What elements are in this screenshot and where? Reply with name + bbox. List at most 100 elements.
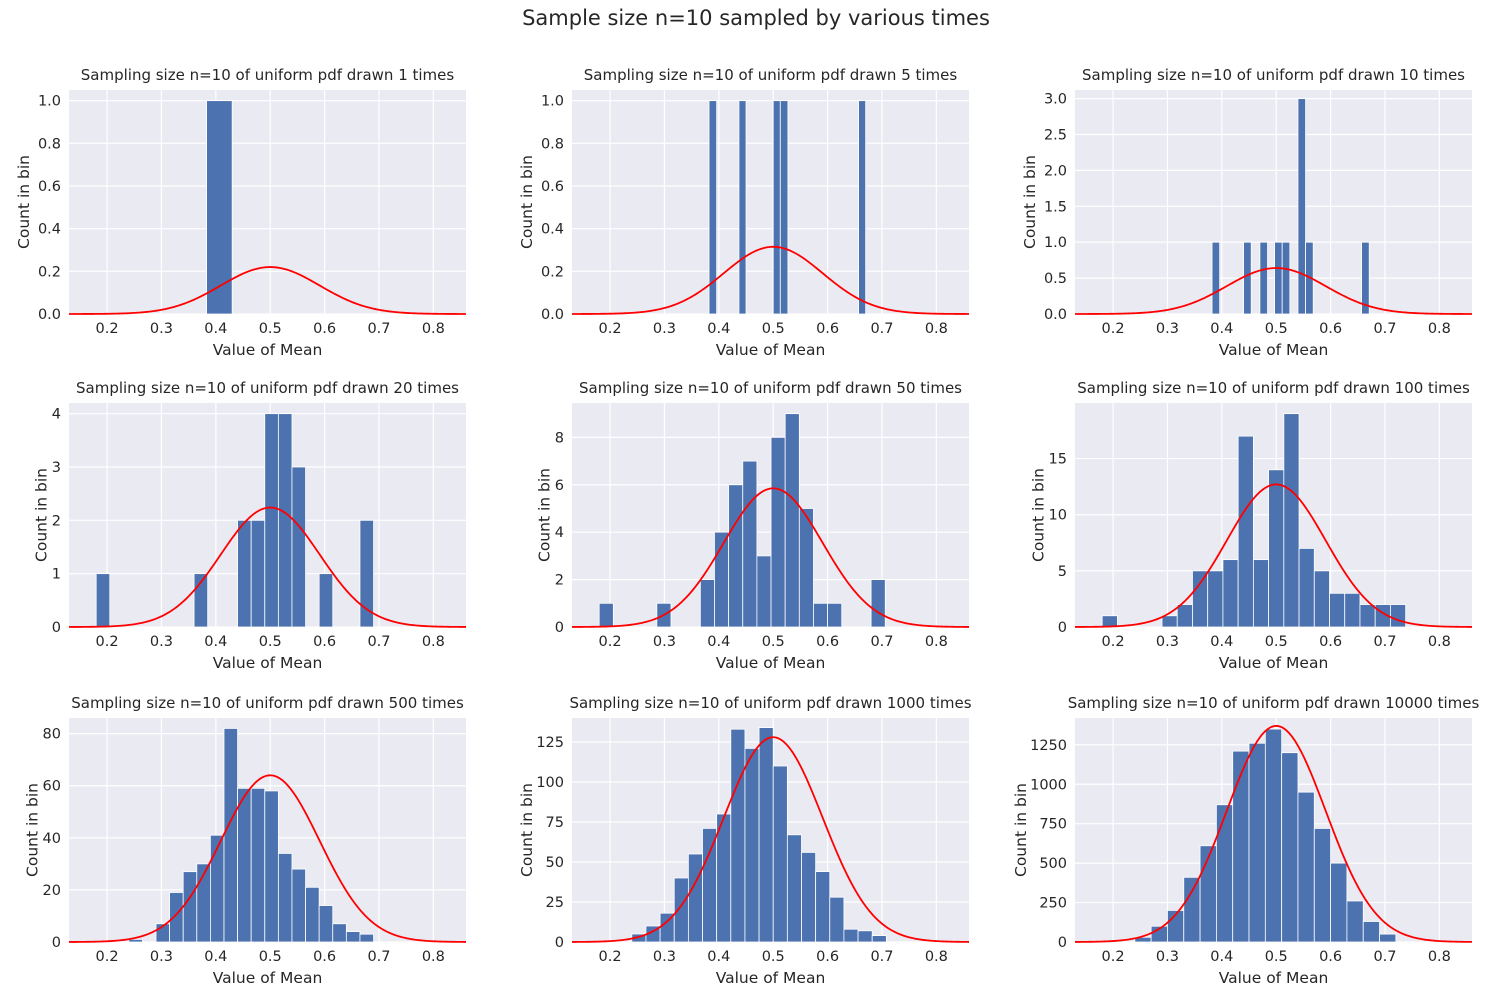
histogram-bar — [332, 923, 347, 943]
histogram-bar — [318, 573, 334, 628]
x-tick-label: 0.4 — [707, 949, 730, 965]
x-tick-label: 0.2 — [599, 321, 622, 337]
x-tick-label: 0.6 — [816, 949, 839, 965]
x-tick-label: 0.7 — [367, 634, 390, 650]
y-tick-label: 0 — [555, 620, 564, 636]
y-tick-label: 80 — [43, 727, 61, 743]
x-tick-label: 0.7 — [870, 949, 893, 965]
histogram-bar — [277, 853, 293, 943]
y-tick-label: 0.0 — [38, 307, 61, 323]
histogram-bar — [772, 765, 788, 943]
histogram-bar — [1211, 241, 1221, 315]
x-tick-label: 0.2 — [96, 634, 119, 650]
x-tick-label: 0.5 — [1265, 949, 1288, 965]
y-tick-label: 75 — [546, 815, 564, 831]
y-tick-label: 15 — [1049, 452, 1067, 468]
histogram-bar — [673, 877, 689, 943]
y-tick-label: 8 — [555, 430, 564, 446]
subplot-title: Sampling size n=10 of uniform pdf drawn … — [584, 66, 958, 84]
y-tick-label: 40 — [43, 831, 61, 847]
y-tick-label: 0 — [555, 935, 564, 951]
histogram-bar — [786, 834, 802, 943]
histogram-bar — [1359, 604, 1376, 628]
y-tick-label: 20 — [43, 883, 61, 899]
histogram-bar — [1297, 791, 1315, 943]
histogram-bar — [128, 938, 143, 943]
x-tick-label: 0.7 — [367, 949, 390, 965]
x-tick-label: 0.6 — [1319, 634, 1342, 650]
histogram-bar — [1232, 750, 1250, 943]
y-axis-label: Count in bin — [518, 783, 536, 877]
subplot-title: Sampling size n=10 of uniform pdf drawn … — [76, 379, 459, 397]
x-tick-label: 0.4 — [1210, 321, 1233, 337]
histogram-bar — [1259, 241, 1268, 315]
x-axis-label: Value of Mean — [716, 654, 826, 672]
x-axis-label: Value of Mean — [1219, 969, 1329, 987]
x-tick-label: 0.3 — [653, 634, 676, 650]
histogram-bar — [237, 787, 252, 943]
x-tick-label: 0.3 — [150, 634, 173, 650]
subplot-7: 0.2 0.3 0.4 0.5 0.6 0.7 0.8 0 20 40 60 80 Sampling s… — [24, 694, 467, 987]
y-tick-label: 1250 — [1030, 738, 1067, 754]
histogram-bar — [206, 100, 233, 315]
histogram-bar — [223, 728, 238, 943]
histogram-bar — [359, 933, 374, 943]
x-tick-label: 0.4 — [707, 321, 730, 337]
histogram-bar — [264, 413, 279, 628]
y-tick-label: 0 — [1058, 620, 1067, 636]
x-tick-label: 0.8 — [925, 949, 948, 965]
x-tick-label: 0.7 — [870, 321, 893, 337]
histogram-bar — [250, 519, 266, 628]
histogram-bar — [169, 892, 184, 943]
histogram-bar — [815, 871, 831, 943]
histogram-bar — [801, 852, 817, 943]
histogram-bar — [784, 413, 800, 628]
histogram-bar — [1330, 862, 1348, 943]
y-tick-label: 1.0 — [1044, 235, 1067, 251]
histogram-bar — [708, 100, 718, 315]
y-tick-label: 0 — [52, 935, 61, 951]
subplot-title: Sampling size n=10 of uniform pdf drawn … — [1082, 66, 1465, 84]
histogram-bar — [1274, 241, 1283, 315]
x-tick-label: 0.5 — [762, 321, 785, 337]
normal-curve — [1074, 725, 1473, 943]
x-axis-label: Value of Mean — [213, 341, 323, 359]
histogram-bar — [843, 928, 859, 943]
histogram-bar — [687, 853, 703, 943]
histogram-bar — [742, 460, 758, 628]
subplot-3: 0.2 0.3 0.4 0.5 0.6 0.7 0.8 0.0 0.5 1.0 1.5 2.0 2.5 3… — [1021, 66, 1472, 359]
y-tick-label: 1.5 — [1044, 199, 1067, 215]
y-tick-label: 0.6 — [541, 179, 564, 195]
y-tick-label: 0.6 — [38, 179, 61, 195]
normal-curve — [1075, 267, 1472, 315]
histogram-bar — [1243, 241, 1252, 315]
histogram-bar — [758, 727, 774, 943]
subplot-5: 0.2 0.3 0.4 0.5 0.6 0.7 0.8 0 2 4 6 8 Sampling size … — [535, 379, 969, 672]
x-axis-label: Value of Mean — [716, 341, 826, 359]
x-tick-label: 0.2 — [1102, 634, 1125, 650]
y-tick-label: 0.0 — [541, 307, 564, 323]
y-axis-label: Count in bin — [15, 155, 33, 249]
normal-curve — [572, 245, 969, 315]
x-tick-label: 0.6 — [313, 321, 336, 337]
y-axis-label: Count in bin — [1012, 783, 1030, 877]
x-tick-label: 0.8 — [422, 634, 445, 650]
histogram-bar — [250, 787, 266, 943]
y-tick-label: 0.4 — [38, 222, 61, 238]
y-tick-label: 0.5 — [1044, 271, 1067, 287]
histogram-bar — [1183, 876, 1201, 943]
x-tick-label: 0.8 — [422, 321, 445, 337]
subplot-title: Sampling size n=10 of uniform pdf drawn … — [1077, 379, 1470, 397]
x-tick-label: 0.5 — [259, 634, 282, 650]
x-tick-label: 0.7 — [1373, 949, 1396, 965]
histogram-bar — [95, 573, 111, 628]
histogram-bar — [1248, 742, 1266, 943]
y-tick-label: 4 — [52, 407, 61, 423]
x-tick-label: 0.5 — [1265, 634, 1288, 650]
histogram-bar — [871, 935, 887, 943]
x-tick-label: 0.4 — [1210, 949, 1233, 965]
histogram-bar — [345, 931, 361, 943]
histogram-bar — [1192, 570, 1209, 628]
y-tick-label: 0.4 — [541, 222, 564, 238]
histogram-bar — [858, 100, 867, 315]
